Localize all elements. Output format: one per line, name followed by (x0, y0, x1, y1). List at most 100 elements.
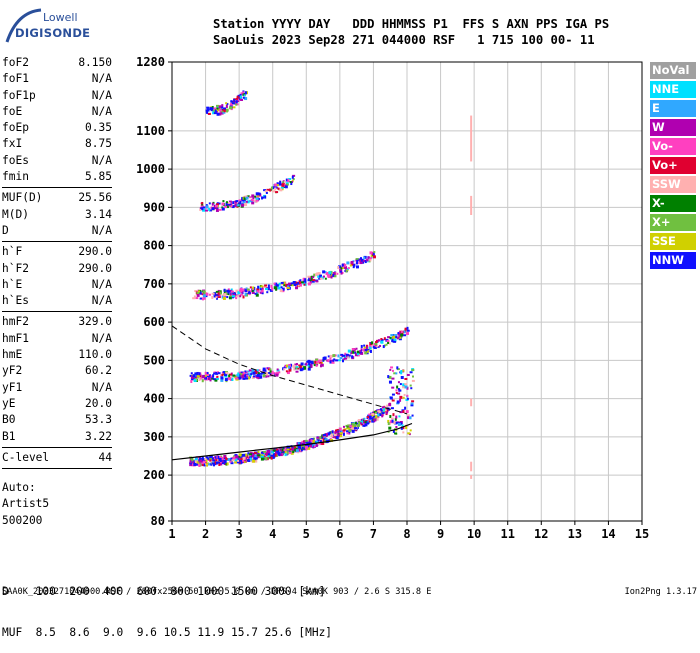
echo-point (233, 98, 236, 101)
echo-point (201, 456, 204, 460)
echo-point (219, 462, 223, 466)
echo-point (231, 102, 235, 105)
param-label: B0 (2, 413, 16, 427)
echo-point (274, 282, 278, 286)
echo-point (189, 460, 192, 464)
echo-point (307, 445, 311, 448)
echo-point (329, 357, 332, 360)
electron-density-profile-line (171, 422, 413, 461)
echo-point (244, 289, 248, 293)
param-value: 290.0 (78, 245, 112, 259)
param-label: yE (2, 396, 16, 410)
legend-item: SSW (650, 176, 696, 193)
echo-point (215, 296, 218, 299)
echo-point (254, 369, 257, 373)
echo-point (248, 293, 251, 296)
echo-point (203, 291, 206, 295)
echo-point (214, 461, 217, 465)
echo-point (242, 459, 245, 462)
echo-point (339, 270, 342, 273)
muf-dashed-line (171, 325, 408, 415)
echo-point (263, 189, 267, 192)
param-value: 20.0 (85, 396, 112, 410)
echo-point (228, 204, 231, 207)
echo-point (273, 282, 276, 285)
legend-item: X- (650, 195, 696, 212)
echo-point (290, 182, 293, 186)
echo-point (300, 442, 303, 445)
param-row: foEp 0.35 (2, 120, 112, 136)
echo-point (287, 178, 290, 182)
echo-point (369, 251, 373, 255)
echo-point (389, 420, 393, 424)
echo-point (272, 453, 276, 456)
echo-point (294, 281, 298, 284)
echo-point (235, 295, 239, 298)
scaled-parameters-panel: foF2 8.150 foF1 N/A foF1p N/A foE N/A foEp 0.35 fx… (2, 55, 112, 471)
echo-point (266, 291, 269, 294)
echo-point (254, 459, 258, 463)
echo-point (353, 423, 357, 427)
echo-point (227, 201, 231, 204)
echo-point (291, 447, 295, 451)
echo-point (256, 369, 259, 372)
echo-point (300, 281, 304, 284)
param-label: foEs (2, 153, 29, 167)
echo-point (202, 206, 206, 209)
echo-point (214, 379, 218, 382)
echo-point (359, 259, 362, 262)
echo-point (259, 288, 262, 291)
echo-point (290, 282, 294, 285)
echo-point (339, 268, 342, 271)
echo-point (230, 378, 233, 381)
echo-point (298, 448, 301, 452)
echo-point (281, 187, 284, 191)
echo-point (289, 367, 292, 371)
echo-point (202, 460, 206, 463)
echo-point (280, 186, 284, 189)
echo-point (333, 274, 337, 278)
echo-point (239, 460, 243, 464)
param-row: yE 20.0 (2, 396, 112, 412)
echo-point (211, 106, 214, 110)
echo-point (225, 372, 229, 375)
param-row: fxI 8.75 (2, 136, 112, 152)
echo-point (389, 336, 392, 339)
echo-point (211, 295, 214, 299)
echo-point (281, 448, 285, 452)
echo-point (347, 349, 351, 353)
echo-point (259, 291, 263, 294)
param-value: 8.75 (85, 137, 112, 151)
echo-point (234, 458, 238, 462)
echo-point (295, 363, 298, 366)
param-row: yF1 N/A (2, 380, 112, 396)
echo-point (386, 404, 389, 408)
echo-point (234, 461, 238, 464)
echo-point (338, 359, 342, 362)
echo-point (394, 432, 398, 435)
echo-point (244, 91, 247, 95)
echo-point (310, 439, 313, 443)
echo-point (391, 393, 395, 396)
echo-point (282, 447, 285, 450)
echo-point (213, 295, 217, 298)
echo-point (396, 368, 400, 371)
echo-point (406, 394, 409, 397)
echo-point (230, 457, 234, 460)
echo-point (368, 413, 372, 416)
echo-point (316, 272, 320, 276)
x-tick-label: 1 (168, 527, 175, 541)
echo-point (286, 364, 289, 368)
echo-point (309, 280, 312, 284)
echo-point (221, 106, 224, 109)
echo-point (387, 422, 390, 426)
echo-point (192, 459, 196, 462)
echo-point (255, 375, 258, 378)
echo-point (305, 362, 308, 366)
echo-point (264, 195, 267, 199)
echo-point (335, 436, 339, 440)
echo-point (227, 293, 230, 296)
echo-point (346, 430, 350, 433)
echo-point (266, 188, 270, 191)
echo-point (238, 199, 242, 202)
